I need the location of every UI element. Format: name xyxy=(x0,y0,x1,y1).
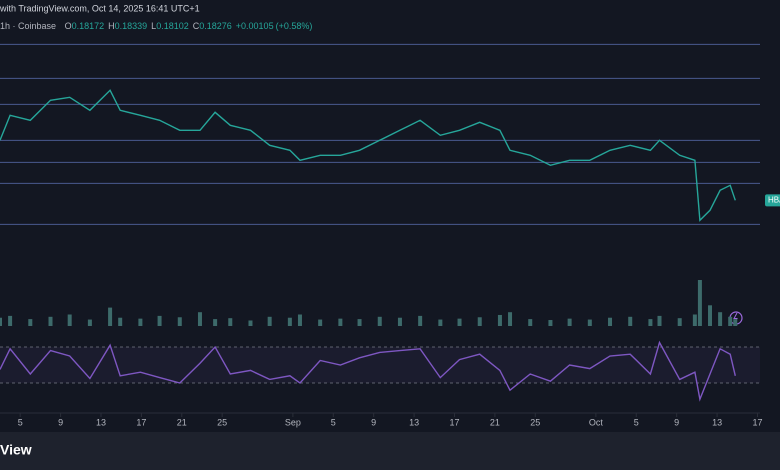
x-tick-label: 17 xyxy=(136,417,146,427)
volume-bar xyxy=(88,320,92,326)
volume-bar xyxy=(733,319,737,326)
volume-bar xyxy=(68,315,72,327)
ohlc-label: O xyxy=(65,21,72,31)
volume-bar xyxy=(298,315,302,327)
volume-bar xyxy=(678,318,682,326)
volume-bar xyxy=(628,317,632,326)
x-tick-label: 13 xyxy=(96,417,106,427)
x-tick-label: 9 xyxy=(58,417,63,427)
volume-bar xyxy=(588,320,592,326)
x-tick-label: 13 xyxy=(409,417,419,427)
x-tick-label: 9 xyxy=(371,417,376,427)
x-tick-label: 5 xyxy=(634,417,639,427)
change: +0.00105 xyxy=(236,21,274,31)
volume-bar xyxy=(268,317,272,326)
volume-bar xyxy=(718,312,722,326)
footer-bar xyxy=(0,432,780,470)
x-tick-label: 21 xyxy=(490,417,500,427)
x-tick-label: 9 xyxy=(674,417,679,427)
volume-bar xyxy=(568,319,572,326)
volume-bar xyxy=(528,319,532,326)
x-tick-label: 17 xyxy=(752,417,762,427)
x-tick-label: 25 xyxy=(217,417,227,427)
volume-bar xyxy=(8,316,12,326)
volume-bar xyxy=(118,318,122,326)
change-pct: (+0.58%) xyxy=(276,21,313,31)
symbol-tag: HBA xyxy=(768,195,780,204)
volume-bar xyxy=(498,315,502,326)
x-tick-label: 21 xyxy=(177,417,187,427)
volume-bar xyxy=(48,317,52,326)
volume-bar xyxy=(228,318,232,326)
volume-bar xyxy=(478,317,482,326)
volume-bar xyxy=(248,320,252,326)
header-ohlc: 1h · Coinbase O0.18172H0.18339L0.18102C0… xyxy=(0,21,312,31)
x-tick-label: Sep xyxy=(285,417,301,427)
source: with TradingView.com, Oct 14, 2025 16:41… xyxy=(0,3,200,13)
volume-bar xyxy=(438,320,442,326)
volume-bar xyxy=(608,318,612,326)
x-tick-label: 5 xyxy=(18,417,23,427)
brand: View xyxy=(0,442,32,458)
volume-bar xyxy=(698,280,702,326)
volume-bar xyxy=(728,317,732,326)
ohlc-value: 0.18172 xyxy=(72,21,105,31)
volume-bar xyxy=(548,320,552,326)
x-tick-label: 17 xyxy=(449,417,459,427)
ohlc-value: 0.18339 xyxy=(115,21,148,31)
interval: 1h · Coinbase xyxy=(0,21,56,31)
volume-bar xyxy=(358,319,362,326)
volume-bar xyxy=(213,319,217,326)
x-tick-label: Oct xyxy=(589,417,604,427)
volume-bar xyxy=(418,316,422,326)
volume-bar xyxy=(28,319,32,326)
volume-bar xyxy=(658,316,662,326)
volume-bar xyxy=(508,312,512,326)
volume-bar xyxy=(708,305,712,326)
volume-bar xyxy=(0,318,2,326)
x-tick-label: 5 xyxy=(331,417,336,427)
x-tick-label: 13 xyxy=(712,417,722,427)
x-tick-label: 25 xyxy=(530,417,540,427)
volume-bar xyxy=(158,316,162,326)
volume-bar xyxy=(693,315,697,327)
volume-bar xyxy=(108,308,112,326)
ohlc-value: 0.18102 xyxy=(156,21,189,31)
volume-bar xyxy=(378,317,382,326)
volume-bar xyxy=(138,319,142,326)
volume-bar xyxy=(398,318,402,326)
volume-bar xyxy=(178,317,182,326)
volume-bar xyxy=(458,319,462,326)
volume-bar xyxy=(648,319,652,326)
volume-bar xyxy=(318,320,322,326)
volume-bar xyxy=(338,319,342,326)
ohlc-value: 0.18276 xyxy=(199,21,232,31)
volume-bar xyxy=(198,312,202,326)
volume-bar xyxy=(288,318,292,326)
